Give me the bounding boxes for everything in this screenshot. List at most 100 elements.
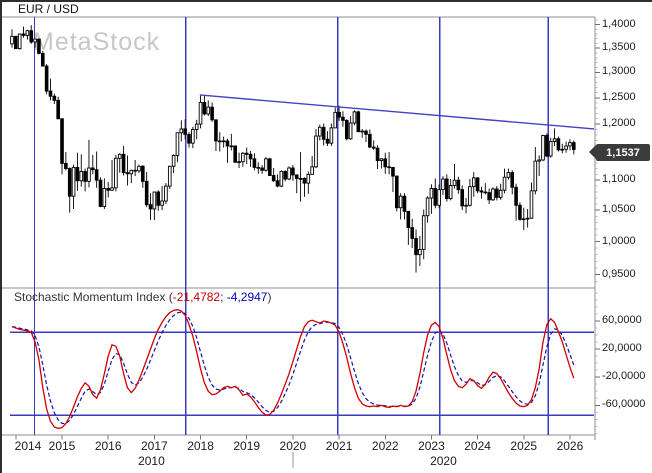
candle-body (433, 187, 438, 206)
candle-body (391, 166, 395, 177)
candle-body (225, 140, 230, 147)
candle (498, 183, 503, 200)
candle (414, 229, 418, 273)
candle-body (364, 130, 368, 135)
candle (191, 126, 195, 149)
candle (341, 111, 345, 127)
candle-body (148, 204, 153, 210)
candle-body (206, 106, 211, 115)
candle-body (502, 176, 507, 191)
year-label: 2016 (94, 439, 122, 453)
candle (329, 123, 334, 146)
candle-body (40, 52, 45, 67)
year-label: 2020 (279, 439, 307, 453)
candle-body (129, 169, 134, 175)
price-axis-label: 1,3000 (602, 65, 636, 78)
candle-body (441, 178, 445, 191)
candle (14, 35, 18, 50)
candle (418, 235, 422, 266)
candle (464, 198, 468, 214)
candle-body (460, 189, 465, 207)
candle (433, 178, 438, 209)
candle-body (429, 187, 434, 199)
candle-body (79, 170, 84, 182)
candle-body (533, 160, 538, 192)
candle (391, 166, 395, 193)
candle (421, 209, 426, 260)
candle (441, 176, 445, 196)
candle (210, 102, 214, 122)
candle-body (506, 172, 511, 178)
candle-body (133, 169, 137, 172)
candle (67, 167, 72, 213)
candle-body (106, 187, 110, 191)
candle (533, 147, 538, 195)
candle-body (333, 111, 338, 129)
candle-body (356, 111, 361, 133)
candle-body (183, 128, 187, 135)
candle (506, 168, 511, 180)
candle (144, 172, 149, 208)
candle-body (33, 38, 37, 43)
smi-signal-line (11, 311, 575, 425)
candle (206, 100, 211, 117)
candle (502, 168, 507, 194)
candle (402, 193, 407, 220)
year-label: 2023 (418, 439, 445, 453)
candle-body (291, 167, 295, 176)
candle (568, 139, 572, 151)
trendline[interactable] (199, 94, 595, 130)
candle (56, 96, 60, 120)
candle (244, 147, 249, 164)
candle-body (329, 127, 334, 144)
candle (325, 131, 330, 146)
candle (548, 137, 553, 158)
year-label: 2017 (141, 439, 168, 453)
candle-body (56, 99, 60, 120)
smi-panel-title: Stochastic Momentum Index (-21,4782; -4,… (14, 290, 271, 304)
candle-body (10, 35, 14, 45)
candle (17, 33, 22, 50)
candle (298, 152, 303, 202)
candle (429, 184, 434, 214)
candle (525, 208, 530, 228)
candle-body (325, 138, 330, 144)
candle-body (568, 142, 572, 147)
candle-body (379, 158, 384, 162)
candle-body (541, 135, 545, 161)
candle-body (252, 158, 257, 168)
candle (337, 105, 341, 121)
candle-body (529, 190, 534, 219)
candle (510, 170, 515, 195)
candle (318, 124, 322, 141)
candle-body (110, 187, 114, 191)
year-label: 2014 (14, 439, 42, 453)
candle (518, 202, 522, 221)
candle-body (121, 153, 126, 174)
candle-body (314, 135, 318, 168)
candle-body (337, 111, 341, 118)
candle (360, 128, 364, 138)
candle-body (21, 33, 26, 36)
candle (564, 141, 568, 153)
candle-body (418, 248, 422, 256)
candle (29, 25, 34, 44)
candle-body (210, 106, 214, 121)
price-axis-label: 1,0500 (602, 203, 636, 216)
candle-body (344, 119, 349, 140)
candle (275, 174, 280, 188)
candle-body (114, 157, 118, 189)
year-label: 2026 (556, 439, 584, 453)
candle (264, 157, 268, 172)
candle (491, 187, 495, 202)
candle (387, 152, 391, 175)
candle-body (283, 170, 288, 180)
candle (21, 26, 26, 38)
candle-body (402, 195, 407, 212)
candle-body (279, 170, 284, 187)
candle (572, 140, 576, 155)
candle-body (425, 197, 430, 217)
candle-body (14, 35, 18, 50)
candle (160, 186, 164, 211)
